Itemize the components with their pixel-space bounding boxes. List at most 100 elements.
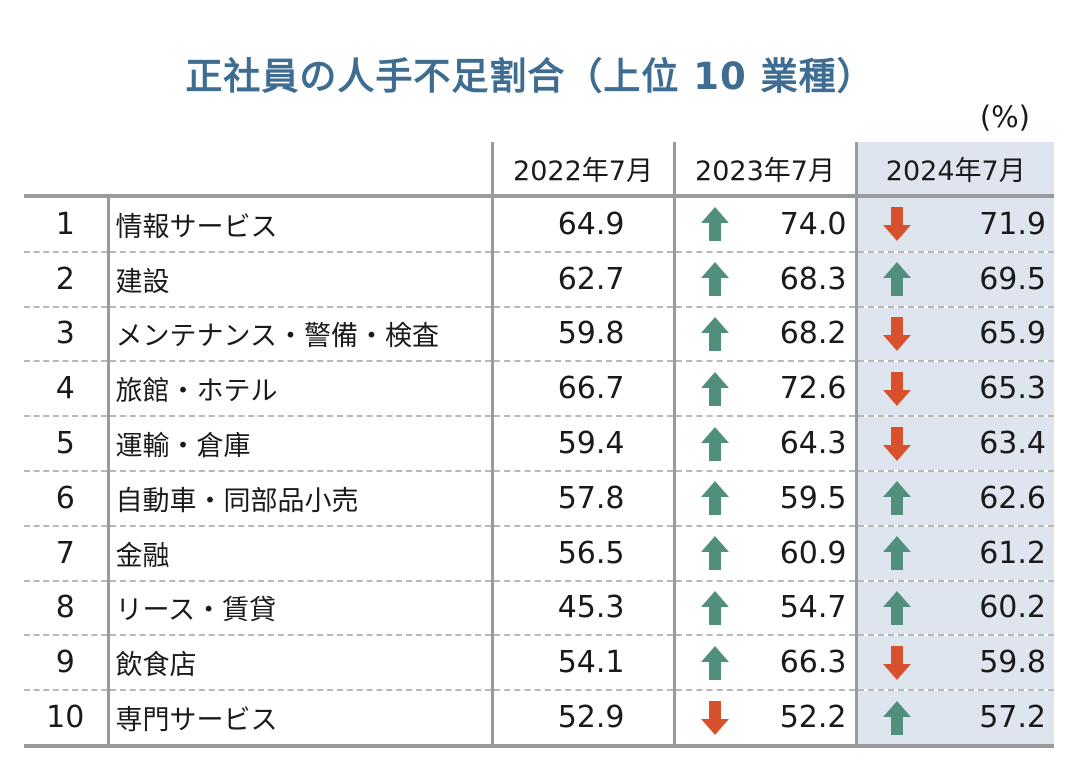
- value-2022-cell: 59.8: [490, 306, 674, 363]
- table-row: 6 自動車・同部品小売 57.8 59.5 62.6: [24, 470, 1054, 527]
- value-2023-text: 68.3: [779, 261, 847, 297]
- industry-name-cell: 情報サービス: [106, 196, 492, 253]
- up-arrow-icon: [882, 700, 912, 736]
- value-2022-cell: 52.9: [490, 690, 674, 748]
- value-2024-text: 71.9: [979, 206, 1046, 242]
- chart-title: 正社員の人手不足割合（上位 10 業種）: [185, 55, 875, 98]
- shortage-table: 2022年7月 2023年7月 2024年7月 1 情報サービス 64.9 74.0 7…: [24, 142, 1054, 748]
- value-2024-text: 61.2: [979, 535, 1046, 571]
- industry-name-cell: 旅館・ホテル: [106, 361, 492, 418]
- rank-cell: 4: [24, 361, 108, 418]
- unit-label: (%): [979, 100, 1030, 134]
- value-2024-text: 65.3: [979, 371, 1046, 407]
- down-arrow-icon: [882, 645, 912, 681]
- value-2024-text: 57.2: [979, 700, 1046, 736]
- up-arrow-icon: [700, 371, 730, 407]
- value-2024-cell: 65.3: [854, 361, 1054, 418]
- rank-cell: 1: [24, 196, 108, 253]
- up-arrow-icon: [700, 426, 730, 462]
- value-2022-cell: 56.5: [490, 525, 674, 582]
- down-arrow-icon: [882, 316, 912, 352]
- value-2023-cell: 60.9: [672, 525, 856, 582]
- table-row: 1 情報サービス 64.9 74.0 71.9: [24, 196, 1054, 253]
- rank-cell: 6: [24, 470, 108, 527]
- value-2024-cell: 65.9: [854, 306, 1054, 363]
- rank-cell: 10: [24, 690, 108, 748]
- value-2023-cell: 64.3: [672, 416, 856, 472]
- industry-name-cell: メンテナンス・警備・検査: [106, 306, 492, 363]
- table-row: 2 建設 62.7 68.3 69.5: [24, 251, 1054, 308]
- value-2024-cell: 59.8: [854, 635, 1054, 692]
- column-header-2024: 2024年7月: [854, 142, 1054, 198]
- value-2024-text: 62.6: [979, 480, 1046, 516]
- up-arrow-icon: [700, 206, 730, 242]
- value-2024-cell: 62.6: [854, 470, 1054, 527]
- value-2024-text: 63.4: [979, 426, 1046, 462]
- up-arrow-icon: [700, 590, 730, 626]
- value-2023-cell: 52.2: [672, 690, 856, 748]
- up-arrow-icon: [700, 645, 730, 681]
- industry-name-cell: 自動車・同部品小売: [106, 470, 492, 527]
- value-2024-cell: 61.2: [854, 525, 1054, 582]
- rank-cell: 2: [24, 251, 108, 308]
- down-arrow-icon: [882, 426, 912, 462]
- industry-name-cell: リース・賃貸: [106, 580, 492, 637]
- industry-name-cell: 金融: [106, 525, 492, 582]
- value-2023-text: 74.0: [779, 206, 847, 242]
- value-2023-cell: 74.0: [672, 196, 856, 253]
- up-arrow-icon: [700, 535, 730, 571]
- up-arrow-icon: [882, 590, 912, 626]
- rank-cell: 5: [24, 416, 108, 472]
- up-arrow-icon: [882, 480, 912, 516]
- header-row: 2022年7月 2023年7月 2024年7月: [24, 142, 1054, 198]
- rank-cell: 9: [24, 635, 108, 692]
- value-2023-text: 52.2: [779, 700, 847, 736]
- value-2024-text: 59.8: [979, 645, 1046, 681]
- value-2023-cell: 66.3: [672, 635, 856, 692]
- value-2023-cell: 72.6: [672, 361, 856, 418]
- value-2022-cell: 45.3: [490, 580, 674, 637]
- down-arrow-icon: [882, 206, 912, 242]
- table-row: 8 リース・賃貸 45.3 54.7 60.2: [24, 580, 1054, 637]
- up-arrow-icon: [882, 535, 912, 571]
- value-2023-text: 66.3: [779, 645, 847, 681]
- value-2024-text: 69.5: [979, 261, 1046, 297]
- industry-name-cell: 建設: [106, 251, 492, 308]
- value-2023-text: 60.9: [779, 535, 847, 571]
- value-2023-cell: 59.5: [672, 470, 856, 527]
- value-2024-text: 60.2: [979, 590, 1046, 626]
- industry-name-cell: 専門サービス: [106, 690, 492, 748]
- value-2022-cell: 66.7: [490, 361, 674, 418]
- value-2024-cell: 63.4: [854, 416, 1054, 472]
- value-2023-cell: 68.2: [672, 306, 856, 363]
- value-2024-cell: 69.5: [854, 251, 1054, 308]
- value-2022-cell: 59.4: [490, 416, 674, 472]
- rank-cell: 8: [24, 580, 108, 637]
- value-2023-text: 68.2: [779, 316, 847, 352]
- up-arrow-icon: [700, 261, 730, 297]
- up-arrow-icon: [882, 261, 912, 297]
- value-2024-cell: 60.2: [854, 580, 1054, 637]
- value-2023-cell: 68.3: [672, 251, 856, 308]
- table-row: 7 金融 56.5 60.9 61.2: [24, 525, 1054, 582]
- value-2023-text: 59.5: [779, 480, 847, 516]
- up-arrow-icon: [700, 316, 730, 352]
- table-row: 4 旅館・ホテル 66.7 72.6 65.3: [24, 361, 1054, 418]
- value-2022-cell: 64.9: [490, 196, 674, 253]
- value-2024-cell: 71.9: [854, 196, 1054, 253]
- column-header-2023: 2023年7月: [672, 142, 856, 198]
- table-row: 10 専門サービス 52.9 52.2 57.2: [24, 690, 1054, 748]
- down-arrow-icon: [882, 371, 912, 407]
- value-2022-cell: 62.7: [490, 251, 674, 308]
- value-2024-cell: 57.2: [854, 690, 1054, 748]
- header-blank: [24, 142, 492, 198]
- industry-name-cell: 運輸・倉庫: [106, 416, 492, 472]
- value-2024-text: 65.9: [979, 316, 1046, 352]
- value-2022-cell: 54.1: [490, 635, 674, 692]
- industry-name-cell: 飲食店: [106, 635, 492, 692]
- value-2023-text: 54.7: [779, 590, 847, 626]
- rank-cell: 7: [24, 525, 108, 582]
- table-row: 5 運輸・倉庫 59.4 64.3 63.4: [24, 416, 1054, 472]
- up-arrow-icon: [700, 480, 730, 516]
- value-2023-text: 72.6: [779, 371, 847, 407]
